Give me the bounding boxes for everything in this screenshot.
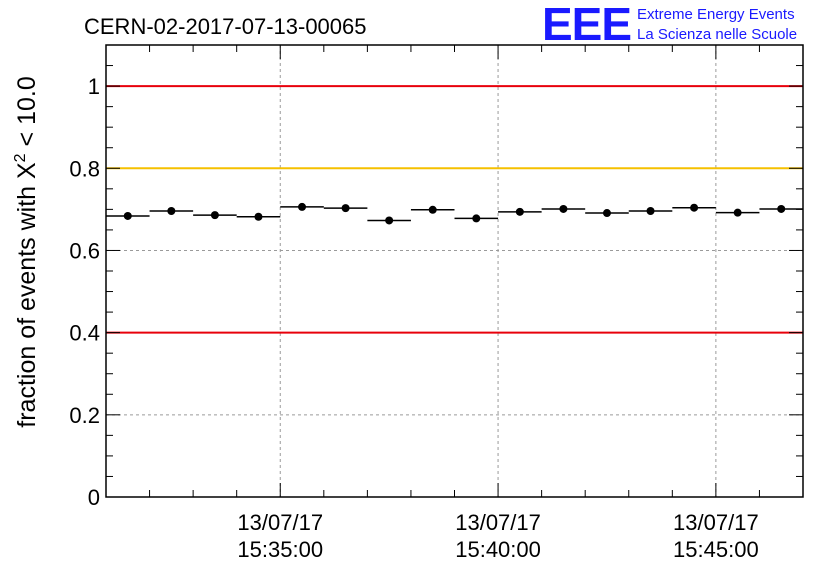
x-tick-date-label: 13/07/17: [455, 510, 541, 535]
data-point: [254, 212, 263, 221]
x-tick-time-label: 15:45:00: [673, 537, 759, 562]
y-tick-label: 0.8: [69, 156, 100, 181]
data-point: [472, 214, 481, 223]
y-axis-ticks: 0 0.2 0.4 0.6 0.8 1: [69, 44, 803, 510]
plot-frame: [105, 44, 804, 498]
x-tick-time-label: 15:35:00: [237, 537, 323, 562]
logo-letters: EEE: [542, 0, 631, 50]
y-axis-title-prefix: fraction of events with X: [13, 162, 41, 428]
reference-lines: [106, 85, 803, 334]
data-point: [602, 209, 611, 218]
data-points: [106, 202, 803, 225]
x-tick-time-label: 15:40:00: [455, 537, 541, 562]
data-point: [559, 204, 568, 213]
y-axis-title-suffix: < 10.0: [13, 76, 41, 153]
data-point: [385, 216, 394, 225]
y-tick-label: 0: [88, 485, 100, 510]
data-point: [123, 211, 132, 220]
data-point: [733, 208, 742, 217]
y-tick-label: 0.2: [69, 403, 100, 428]
data-point: [777, 204, 786, 213]
y-tick-label: 1: [88, 74, 100, 99]
data-point: [210, 211, 219, 220]
y-axis-title-sup: 2: [12, 153, 29, 162]
run-title: CERN-02-2017-07-13-00065: [84, 14, 367, 39]
x-axis-ticks: 13/07/1715:35:0013/07/1715:40:0013/07/17…: [105, 45, 804, 562]
data-point: [167, 207, 176, 216]
x-tick-date-label: 13/07/17: [237, 510, 323, 535]
data-point: [646, 207, 655, 216]
y-tick-label: 0.6: [69, 238, 100, 263]
data-point: [515, 207, 524, 216]
data-point: [341, 204, 350, 213]
data-point: [428, 205, 437, 214]
grid-lines: [106, 45, 803, 497]
x-tick-date-label: 13/07/17: [673, 510, 759, 535]
y-axis-title: fraction of events with X2 < 10.0: [12, 76, 41, 427]
logo-line-1: Extreme Energy Events: [637, 6, 795, 23]
data-point: [298, 202, 307, 211]
y-tick-label: 0.4: [69, 321, 100, 346]
logo-line-2: La Scienza nelle Scuole: [637, 26, 797, 43]
eee-logo: EEE Extreme Energy Events La Scienza nel…: [542, 0, 797, 50]
plot-border: [105, 44, 804, 498]
data-point: [690, 203, 699, 212]
